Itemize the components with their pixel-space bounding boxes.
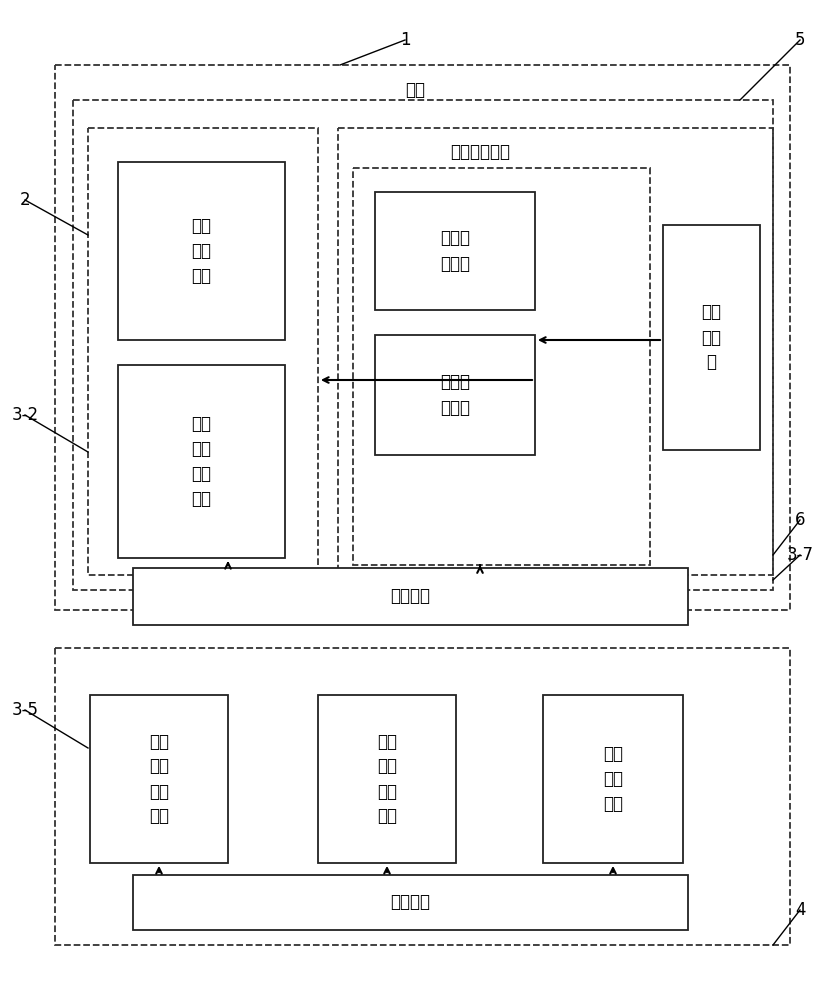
Text: 3-7: 3-7 <box>787 546 813 564</box>
Text: 中间
阻尼
调节
转轴: 中间 阻尼 调节 转轴 <box>149 732 169 826</box>
Text: 1: 1 <box>400 31 410 49</box>
Bar <box>88 128 318 575</box>
Text: 3-5: 3-5 <box>12 701 38 719</box>
Bar <box>375 192 535 310</box>
Bar <box>133 568 688 625</box>
Bar <box>318 695 456 863</box>
Bar <box>55 65 790 610</box>
Text: 机架: 机架 <box>405 81 425 99</box>
Bar <box>543 695 683 863</box>
Bar <box>118 365 285 558</box>
Bar <box>353 168 650 565</box>
Text: 内侧
阻尼
调节
转轴: 内侧 阻尼 调节 转轴 <box>191 415 212 508</box>
Bar <box>118 162 285 340</box>
Text: 5: 5 <box>795 31 805 49</box>
Text: 2: 2 <box>20 191 30 209</box>
Text: 电源模块: 电源模块 <box>390 587 431 605</box>
Bar <box>663 225 760 450</box>
Bar <box>133 875 688 930</box>
Bar <box>375 335 535 455</box>
Text: 6: 6 <box>795 511 805 529</box>
Text: 角度
传感
器: 角度 传感 器 <box>701 304 721 371</box>
Bar <box>90 695 228 863</box>
Bar <box>338 128 773 575</box>
Bar <box>55 648 790 945</box>
Text: 手动调节: 手动调节 <box>390 894 431 912</box>
Text: 扑翼
驱动
机构: 扑翼 驱动 机构 <box>191 217 212 285</box>
Text: 4: 4 <box>795 901 805 919</box>
Bar <box>73 100 773 590</box>
Text: 3-2: 3-2 <box>12 406 38 424</box>
Text: 外侧
阻尼
调节
转轴: 外侧 阻尼 调节 转轴 <box>377 732 397 826</box>
Text: 控制处
理单元: 控制处 理单元 <box>440 373 470 416</box>
Text: 幅值
调节
机构: 幅值 调节 机构 <box>603 745 623 813</box>
Text: 无线通
信单元: 无线通 信单元 <box>440 230 470 272</box>
Text: 传感控制装置: 传感控制装置 <box>450 143 510 161</box>
